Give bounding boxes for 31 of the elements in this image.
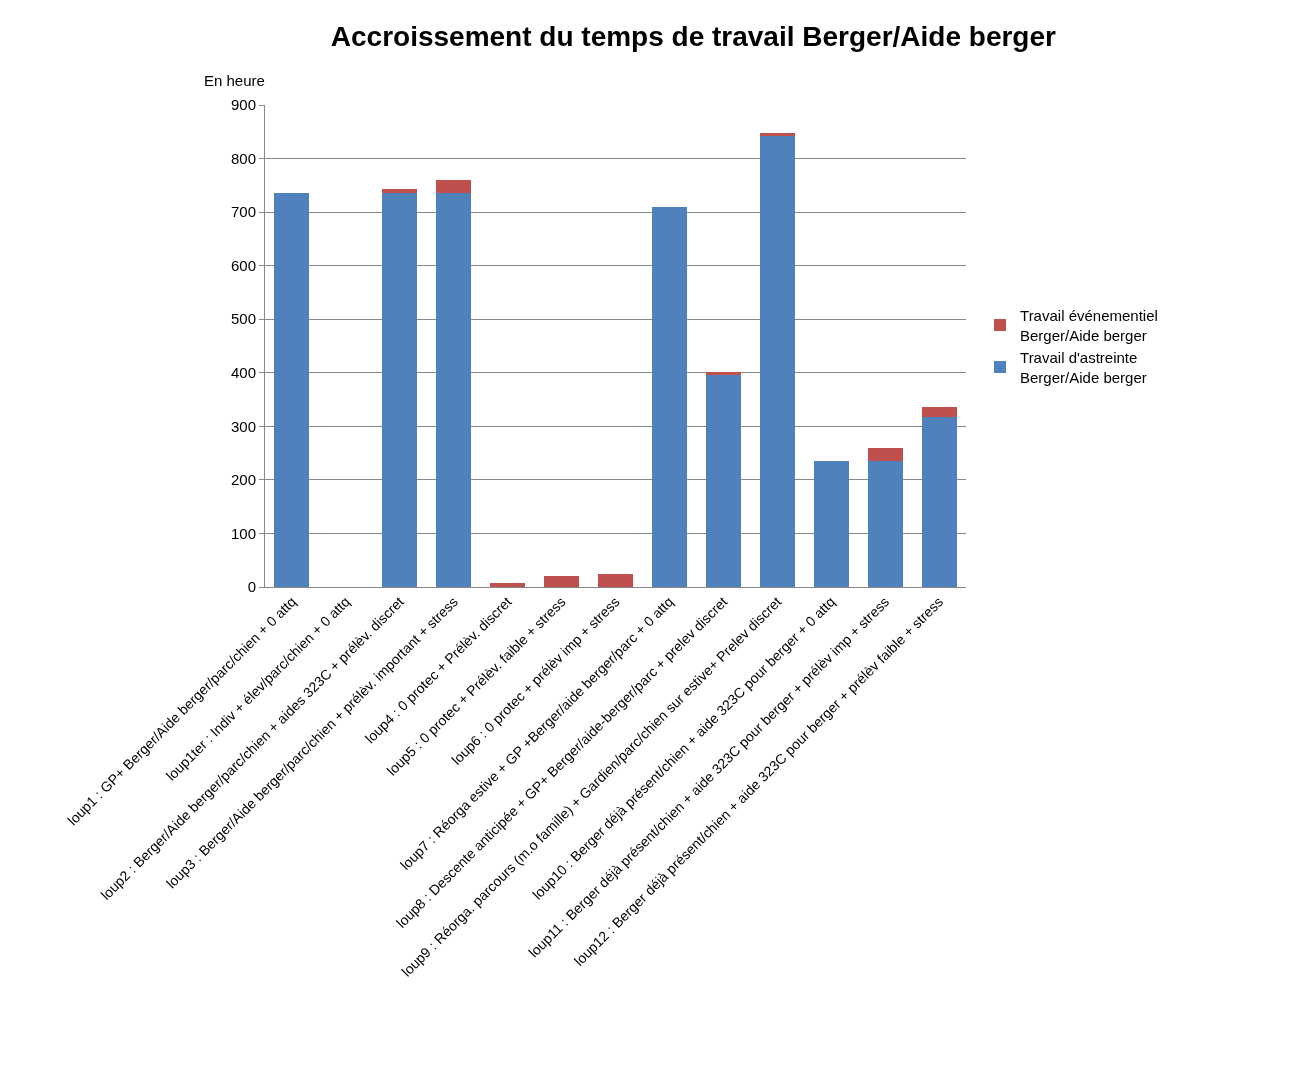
y-tick-label: 900 — [230, 96, 256, 114]
y-tick-label: 400 — [230, 364, 256, 382]
y-tick-label: 0 — [247, 578, 256, 596]
bar — [867, 460, 903, 587]
bar — [759, 132, 795, 137]
bar — [867, 447, 903, 461]
y-tick-label: 800 — [230, 149, 256, 167]
bar — [597, 574, 634, 587]
bar — [813, 460, 849, 587]
bar — [705, 375, 741, 587]
bar — [490, 583, 526, 587]
bar — [382, 193, 418, 587]
y-tick-label: 500 — [230, 310, 256, 328]
legend-label: Travail d'astreinte Berger/Aide berger — [1020, 349, 1147, 386]
y-tick-label: 700 — [230, 203, 256, 221]
bar — [436, 179, 472, 194]
y-axis-title: En heure — [204, 72, 265, 89]
bar — [436, 193, 472, 587]
chart-title: Accroissement du temps de travail Berger/Aide berger — [330, 21, 1057, 53]
y-tick-label: 200 — [230, 471, 256, 489]
legend-label: Travail événementiel Berger/Aide berger — [1020, 307, 1158, 344]
y-tick-label: 600 — [230, 256, 256, 274]
bar — [274, 193, 310, 587]
bar — [544, 576, 580, 587]
bar — [921, 416, 957, 587]
bar — [759, 136, 795, 587]
bar — [651, 206, 687, 587]
bar — [382, 189, 418, 194]
y-tick-label: 100 — [230, 524, 256, 542]
bar — [921, 406, 957, 417]
y-tick-label: 300 — [230, 417, 256, 435]
